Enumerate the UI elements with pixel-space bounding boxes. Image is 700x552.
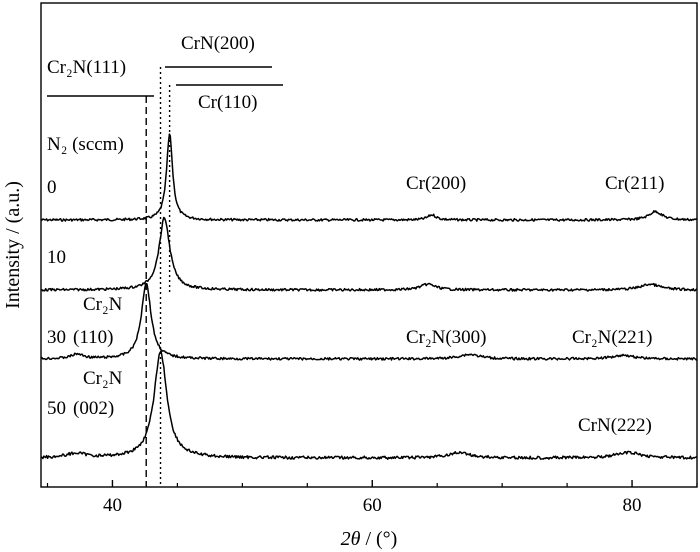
cr2n-002-label-top: Cr₂N (83, 368, 123, 389)
series-label-50: 50 (47, 398, 66, 419)
y-axis-title: Intensity / (a.u.) (2, 181, 24, 309)
traces-group (40, 133, 698, 460)
x-tick-label-60: 60 (363, 495, 382, 516)
cr-200-label: Cr(200) (406, 173, 466, 194)
trace-n2-10 (40, 216, 698, 292)
x-tick-label-80: 80 (623, 495, 642, 516)
trace-n2-0 (40, 133, 698, 222)
x-axis-title: 2θ / (°) (341, 528, 398, 550)
x-tick-label-40: 40 (103, 495, 122, 516)
plot-frame (40, 2, 698, 488)
ticks-group: 40 60 80 (46, 480, 698, 516)
ref-label-crn-200: CrN(200) (181, 33, 255, 54)
cr2n-300-label: Cr₂N(300) (406, 327, 487, 348)
ref-label-cr-110: Cr(110) (198, 92, 257, 113)
cr2n-110-label-bottom: (110) (73, 327, 113, 348)
cr-211-label: Cr(211) (605, 173, 664, 194)
trace-n2-30 (40, 282, 698, 361)
cr2n-110-label-top: Cr₂N (83, 294, 123, 315)
cr2n-002-label-bottom: (002) (73, 398, 114, 419)
cr2n-221-label: Cr₂N(221) (572, 327, 653, 348)
legend-title: N₂ (sccm) (47, 134, 124, 155)
series-label-0: 0 (47, 177, 57, 198)
crn-222-label: CrN(222) (578, 415, 652, 436)
series-label-10: 10 (47, 247, 66, 268)
ref-label-cr2n-111: Cr₂N(111) (47, 57, 126, 78)
trace-n2-50 (40, 350, 698, 460)
series-label-30: 30 (47, 327, 66, 348)
reference-lines-group (145, 67, 171, 487)
